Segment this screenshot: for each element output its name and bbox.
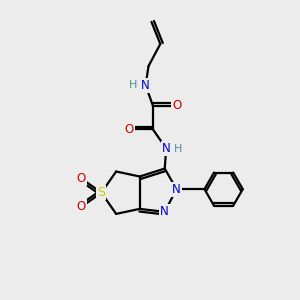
Text: N: N [162,142,171,155]
Text: O: O [77,200,86,213]
Text: N: N [141,79,150,92]
Text: S: S [98,186,105,199]
Text: N: N [172,183,181,196]
Text: H: H [174,143,183,154]
Text: O: O [125,123,134,136]
Text: N: N [160,205,169,218]
Text: O: O [172,99,181,112]
Text: H: H [129,80,137,90]
Text: O: O [77,172,86,185]
